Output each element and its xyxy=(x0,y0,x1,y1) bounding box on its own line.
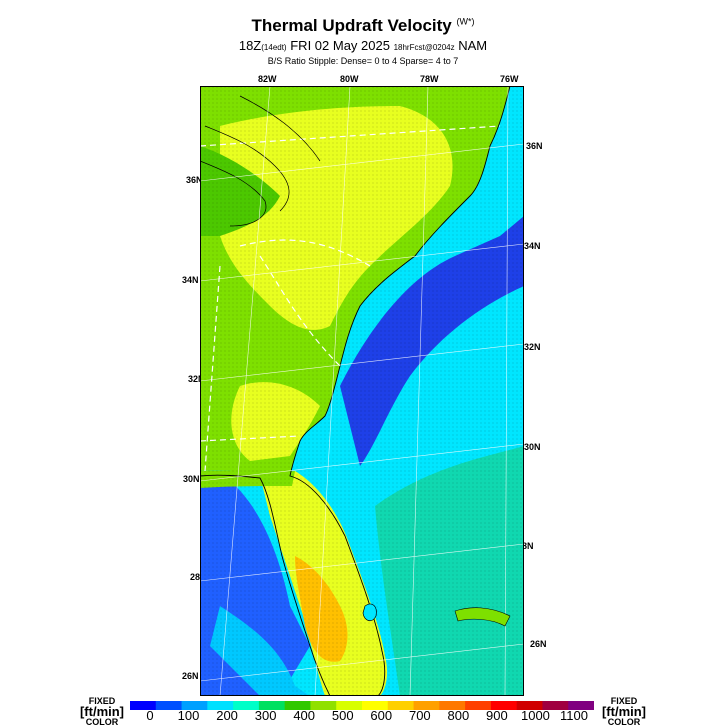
colorbar-swatch xyxy=(362,701,389,710)
colorbar-tick-label: 100 xyxy=(177,708,200,723)
colorbar-swatch xyxy=(387,701,415,710)
colorbar-swatch xyxy=(465,701,492,710)
colorbar-swatch xyxy=(336,701,363,710)
colorbar-left-fixed: FIXED xyxy=(88,696,116,706)
colorbar-tick-label: 500 xyxy=(331,708,354,723)
colorbar-left-units: [ft/min] xyxy=(79,704,125,719)
lat-left-34n: 34N xyxy=(182,275,199,285)
subtitle-date: FRI 02 May 2025 xyxy=(290,38,390,53)
subtitle-fcst: 18hrFcst@0204z xyxy=(393,43,455,52)
lat-right-30n: 30N xyxy=(524,442,541,452)
terrain-contour-2 xyxy=(200,160,267,227)
lon-label-80w: 80W xyxy=(340,74,359,84)
colorbar-swatch xyxy=(439,701,466,710)
colorbar-swatch xyxy=(310,701,337,710)
coastline xyxy=(289,86,511,696)
colorbar-tick-label: 1100 xyxy=(560,708,588,723)
gulf-coastline xyxy=(200,474,331,696)
colorbar-left-label: FIXED [ft/min] COLOR xyxy=(72,697,132,727)
lat-left-28n: 28N xyxy=(190,572,207,582)
colorbar-swatch xyxy=(542,701,569,710)
bahamas-islands xyxy=(454,607,511,627)
lat-right-28n: 28N xyxy=(517,541,534,551)
title-text: Thermal Updraft Velocity xyxy=(251,16,452,35)
colorbar-right-color: COLOR xyxy=(607,717,641,727)
title-units: (W*) xyxy=(456,16,475,27)
lake-okeechobee xyxy=(362,603,377,622)
colorbar-swatch xyxy=(130,701,157,710)
updraft-map xyxy=(200,86,524,696)
colorbar-swatch xyxy=(516,701,543,710)
colorbar-left-color: COLOR xyxy=(85,717,119,727)
colorbar-swatch xyxy=(413,701,440,710)
colorbar-right-label: FIXED [ft/min] COLOR xyxy=(594,697,654,727)
colorbar-swatch xyxy=(233,701,260,710)
colorbar-tick-label: 300 xyxy=(254,708,277,723)
lat-right-32n: 32N xyxy=(524,342,541,352)
chart-title: Thermal Updraft Velocity (W*) xyxy=(0,16,726,36)
forecast-subtitle: 18Z(14edt) FRI 02 May 2025 18hrFcst@0204… xyxy=(0,38,726,53)
lat-right-36n: 36N xyxy=(526,141,543,151)
colorbar-tick-label: 0 xyxy=(146,708,154,723)
colorbar-swatch xyxy=(258,701,286,710)
lon-label-76w: 76W xyxy=(500,74,519,84)
lat-left-30n: 30N xyxy=(183,474,200,484)
colorbar-swatch xyxy=(284,701,311,710)
lat-left-36n: 36N xyxy=(186,175,203,185)
colorbar-tick-label: 800 xyxy=(447,708,470,723)
state-border-nc-va xyxy=(200,125,501,147)
colorbar-tick-label: 1000 xyxy=(520,708,550,723)
state-border-sc-nc xyxy=(239,239,371,267)
colorbar-tick-label: 900 xyxy=(486,708,508,723)
colorbar-swatch xyxy=(181,701,208,710)
lat-left-26n: 26N xyxy=(182,671,199,681)
state-border-ga-sc xyxy=(259,255,341,367)
colorbar-tick-label: 400 xyxy=(293,708,316,723)
subtitle-time: 18Z xyxy=(238,38,262,53)
colorbar-right-units: [ft/min] xyxy=(601,704,647,719)
colorbar-tick-label: 600 xyxy=(370,708,393,723)
terrain-contour-1 xyxy=(204,125,290,212)
colorbar-swatch xyxy=(207,701,234,710)
colorbar-swatch xyxy=(155,701,183,710)
colorbar-right-fixed: FIXED xyxy=(610,696,638,706)
state-border-ga-fl xyxy=(200,435,301,442)
colorbar-swatch xyxy=(490,701,518,710)
colorbar-tick-label: 700 xyxy=(408,708,431,723)
subtitle-model: NAM xyxy=(458,38,488,53)
stipple-overlay-ocean xyxy=(200,86,524,696)
subtitle-local: (14edt) xyxy=(261,43,287,52)
stipple-note: B/S Ratio Stipple: Dense= 0 to 4 Sparse=… xyxy=(267,56,459,66)
lat-right-34n: 34N xyxy=(524,241,541,251)
lon-label-78w: 78W xyxy=(420,74,439,84)
lon-label-82w: 82W xyxy=(258,74,277,84)
state-border-ga-al xyxy=(204,265,221,472)
lat-left-32n: 32N xyxy=(188,374,205,384)
lat-right-26n: 26N xyxy=(530,639,547,649)
colorbar-tick-label: 200 xyxy=(216,708,238,723)
terrain-contour-3 xyxy=(239,95,321,162)
lat-lon-grid xyxy=(200,86,524,696)
colorbar-swatch xyxy=(568,701,594,710)
colorbar xyxy=(130,701,594,710)
